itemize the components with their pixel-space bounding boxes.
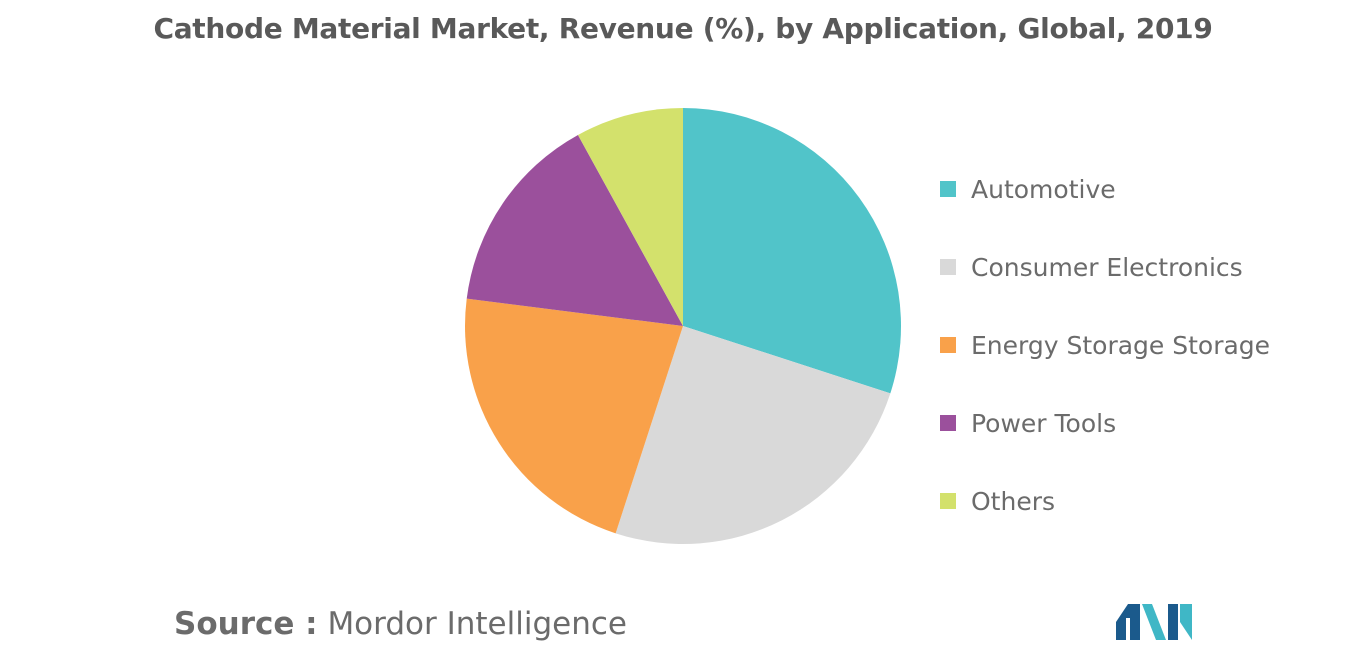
legend-label: Others (971, 486, 1056, 516)
legend: Automotive Consumer Electronics Energy Sto… (940, 150, 1270, 540)
pie-slice-power-tools (466, 134, 683, 326)
legend-item-automotive: Automotive (940, 150, 1270, 228)
legend-item-energy-storage-storage: Energy Storage Storage (940, 306, 1270, 384)
pie-slice-automotive (683, 107, 902, 394)
legend-swatch (940, 337, 956, 353)
legend-swatch (940, 493, 956, 509)
legend-label: Automotive (971, 174, 1116, 204)
legend-item-power-tools: Power Tools (940, 384, 1270, 462)
pie-slice-energy-storage-storage (465, 298, 683, 534)
legend-label: Consumer Electronics (971, 252, 1243, 282)
source-text: Mordor Intelligence (327, 606, 627, 642)
pie-slice-others (577, 108, 683, 326)
legend-swatch (940, 259, 956, 275)
legend-item-others: Others (940, 462, 1270, 540)
chart-title: Cathode Material Market, Revenue (%), by… (153, 12, 1213, 45)
legend-swatch (940, 415, 956, 431)
legend-label: Power Tools (971, 408, 1117, 438)
legend-label: Energy Storage Storage (971, 330, 1271, 360)
mordor-intelligence-logo-icon (1116, 604, 1192, 640)
source-prefix: Source : (174, 606, 318, 642)
legend-item-consumer-electronics: Consumer Electronics (940, 228, 1270, 306)
legend-swatch (940, 181, 956, 197)
source-note: Source : Mordor Intelligence (174, 606, 627, 642)
pie-slice-consumer-electronics (615, 326, 891, 545)
pie-slices (465, 107, 902, 545)
